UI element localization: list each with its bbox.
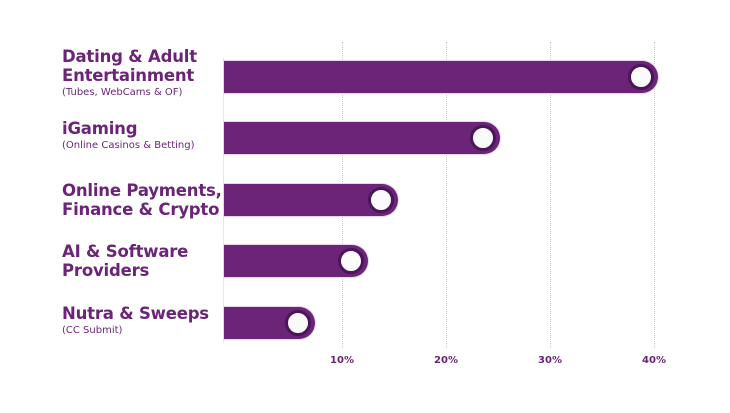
bar-nutra	[224, 307, 315, 339]
bar-payments	[224, 184, 398, 216]
x-tick-label: 20%	[434, 355, 458, 366]
bar-dating	[224, 61, 658, 93]
row-label-nutra: Nutra & Sweeps (CC Submit)	[62, 304, 222, 338]
bar-igaming	[224, 122, 500, 154]
row-label-igaming: iGaming (Online Casinos & Betting)	[62, 119, 222, 153]
row-title-line: Online Payments,	[62, 181, 222, 200]
bar-ai-software	[224, 245, 368, 277]
bar-end-knob-icon	[628, 64, 654, 90]
bar-end-knob-icon	[470, 125, 496, 151]
bar-end-knob-icon	[285, 310, 311, 336]
row-label-ai-software: AI & Software Providers	[62, 242, 222, 280]
bar-end-knob-icon	[368, 187, 394, 213]
row-title-line: Finance & Crypto	[62, 200, 220, 219]
row-title-line: Nutra & Sweeps	[62, 304, 209, 323]
bar-end-knob-icon	[338, 248, 364, 274]
row-subtitle: (CC Submit)	[62, 325, 123, 336]
row-label-dating: Dating & Adult Entertainment (Tubes, Web…	[62, 47, 222, 100]
x-tick-label: 30%	[538, 355, 562, 366]
row-title-line: Dating & Adult	[62, 47, 197, 66]
gridline-20	[446, 42, 447, 348]
row-title-line: iGaming	[62, 119, 138, 138]
row-subtitle: (Tubes, WebCams & OF)	[62, 87, 183, 98]
x-tick-label: 40%	[642, 355, 666, 366]
x-tick-label: 10%	[330, 355, 354, 366]
gridline-40	[654, 42, 655, 348]
row-subtitle: (Online Casinos & Betting)	[62, 140, 195, 151]
gridline-30	[550, 42, 551, 348]
row-title-line: Providers	[62, 261, 150, 280]
row-title-line: AI & Software	[62, 242, 189, 261]
row-title-line: Entertainment	[62, 66, 195, 85]
row-label-payments: Online Payments, Finance & Crypto	[62, 181, 222, 219]
y-axis-line	[223, 58, 224, 343]
